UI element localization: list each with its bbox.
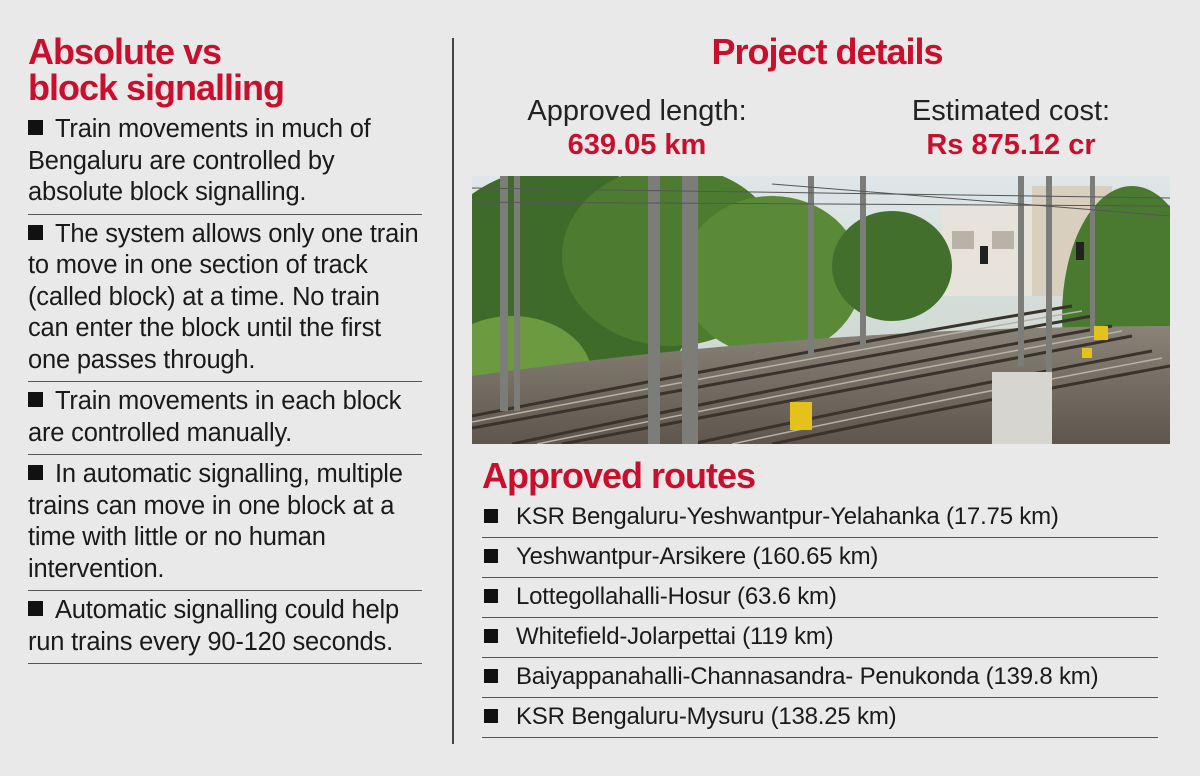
route-item: Whitefield-Jolarpettai (119 km) [482,618,1158,658]
approved-length-stat: Approved length: 639.05 km [512,94,762,162]
bullet-item: Automatic signalling could help run trai… [28,591,422,664]
bullet-item: The system allows only one train to move… [28,215,422,382]
approved-length-value: 639.05 km [567,129,707,161]
signalling-title-line1: Absolute vs [28,31,222,72]
square-bullet-icon [484,549,498,563]
square-bullet-icon [484,509,498,523]
estimated-cost-value: Rs 875.12 cr [926,129,1096,161]
signalling-title-line2: block signalling [28,67,285,108]
route-text: Lottegollahalli-Hosur (63.6 km) [516,583,837,610]
bullet-text: The system allows only one train to move… [28,219,419,374]
route-item: KSR Bengaluru-Yeshwantpur-Yelahanka (17.… [482,498,1158,538]
estimated-cost-stat: Estimated cost: Rs 875.12 cr [886,94,1136,162]
routes-list: KSR Bengaluru-Yeshwantpur-Yelahanka (17.… [482,498,1158,738]
signalling-column: Absolute vs block signalling Train movem… [28,34,422,664]
square-bullet-icon [28,120,43,135]
square-bullet-icon [28,392,43,407]
bullet-item: Train movements in each block are contro… [28,382,422,455]
estimated-cost-label: Estimated cost: [911,95,1111,127]
route-item: Lottegollahalli-Hosur (63.6 km) [482,578,1158,618]
route-text: Baiyappanahalli-Channasandra- Penukonda … [516,663,1099,690]
route-text: KSR Bengaluru-Mysuru (138.25 km) [516,703,897,730]
route-text: Whitefield-Jolarpettai (119 km) [516,623,834,650]
routes-title: Approved routes [482,455,756,496]
route-text: KSR Bengaluru-Yeshwantpur-Yelahanka (17.… [516,503,1059,530]
route-text: Yeshwantpur-Arsikere (160.65 km) [516,543,879,570]
square-bullet-icon [28,224,43,240]
signalling-title: Absolute vs block signalling [28,34,422,106]
bullet-item: Train movements in much of Bengaluru are… [28,110,422,215]
project-stats: Approved length: 639.05 km Estimated cos… [482,70,1172,200]
bullet-item: In automatic signalling, multiple trains… [28,455,422,591]
approved-length-label: Approved length: [527,95,747,127]
project-title: Project details [711,31,943,72]
bullet-text: Automatic signalling could help run trai… [28,596,399,656]
square-bullet-icon [484,589,498,603]
route-item: Baiyappanahalli-Channasandra- Penukonda … [482,658,1158,698]
square-bullet-icon [484,629,498,643]
square-bullet-icon [484,709,498,723]
project-column: Project details Approved length: 639.05 … [472,31,1172,738]
column-divider [452,38,454,744]
bullet-text: Train movements in each block are contro… [28,387,402,447]
square-bullet-icon [28,465,43,480]
square-bullet-icon [28,601,43,616]
route-item: Yeshwantpur-Arsikere (160.65 km) [482,538,1158,578]
railway-tracks-photo [472,176,1170,444]
bullet-text: Train movements in much of Bengaluru are… [28,115,371,206]
route-item: KSR Bengaluru-Mysuru (138.25 km) [482,698,1158,738]
bullet-text: In automatic signalling, multiple trains… [28,460,403,583]
square-bullet-icon [484,669,498,683]
